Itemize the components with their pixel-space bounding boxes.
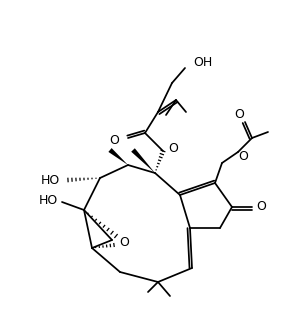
Text: HO: HO <box>38 193 58 207</box>
Polygon shape <box>131 148 155 173</box>
Polygon shape <box>108 148 128 165</box>
Text: OH: OH <box>193 56 212 70</box>
Text: O: O <box>109 134 119 147</box>
Text: O: O <box>238 150 248 163</box>
Text: O: O <box>168 142 178 154</box>
Text: O: O <box>234 108 244 120</box>
Text: HO: HO <box>40 174 60 186</box>
Text: O: O <box>256 201 266 214</box>
Text: O: O <box>119 236 129 248</box>
